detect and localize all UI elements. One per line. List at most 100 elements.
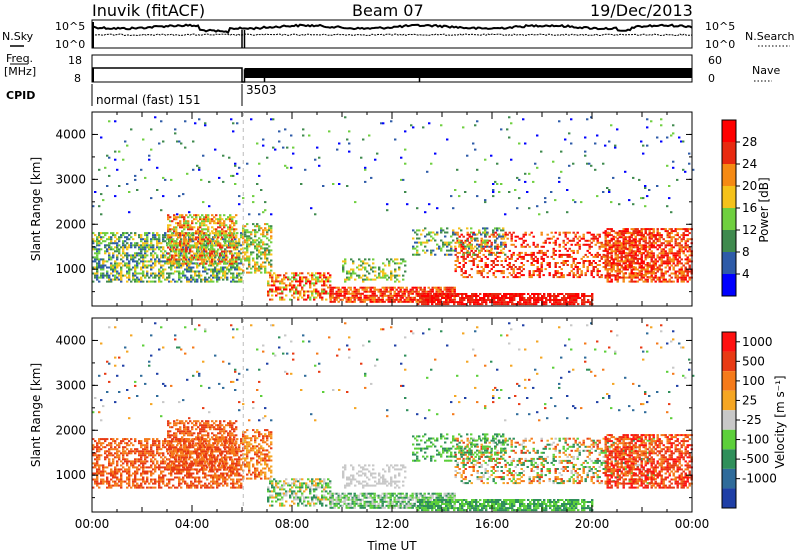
power-cell [185, 242, 188, 245]
power-cell [116, 250, 119, 253]
power-cell [168, 272, 171, 275]
power-cell [656, 278, 659, 281]
power-cell [422, 249, 425, 252]
power-cell [590, 274, 593, 277]
power-cell [193, 256, 196, 259]
power-cell [644, 230, 647, 233]
power-cell [362, 262, 365, 265]
power-cell [358, 274, 361, 277]
power-cell [486, 231, 489, 234]
power-cell [106, 260, 109, 263]
power-cell [618, 250, 621, 253]
power-cell [612, 260, 615, 263]
power-cell [175, 230, 178, 233]
power-cell [467, 295, 470, 297]
power-cell [447, 301, 450, 304]
power-cell [410, 124, 413, 127]
power-cell [457, 301, 460, 304]
power-cell [630, 274, 633, 277]
power-cell [189, 214, 192, 217]
power-cell [164, 240, 167, 243]
power-cell [592, 260, 595, 262]
power-cell [242, 227, 245, 230]
power-cell [186, 172, 189, 175]
power-cell [221, 252, 224, 255]
power-cell [684, 228, 687, 231]
power-cell [229, 234, 232, 237]
power-cell [506, 264, 509, 266]
power-cell [227, 240, 230, 243]
power-cell [258, 174, 261, 177]
power-cell [536, 245, 539, 248]
power-cell [173, 254, 176, 257]
power-cell [173, 256, 176, 259]
power-cell [469, 295, 472, 297]
power-cell [563, 301, 566, 304]
power-cell [189, 226, 192, 229]
power-cell [654, 276, 657, 279]
power-cell [554, 264, 557, 266]
power-cell [558, 245, 561, 248]
power-cell [146, 280, 149, 283]
power-cell [140, 268, 143, 271]
power-cell [172, 272, 175, 275]
power-cell [461, 299, 464, 301]
power-cell [199, 254, 202, 257]
power-cell [262, 251, 265, 254]
power-cell [221, 222, 224, 225]
power-cell [100, 258, 103, 261]
power-cell [421, 297, 424, 299]
power-cell [596, 272, 599, 275]
power-cell [381, 294, 384, 297]
power-cell [608, 189, 611, 191]
nsky-panel: N.Sky 10^5 10^0 10^5 10^0 N.Search [2, 19, 795, 51]
power-cell [572, 251, 575, 254]
power-cell [664, 260, 667, 263]
power-cell [177, 232, 180, 235]
power-cell [648, 241, 651, 244]
power-cell [102, 236, 105, 239]
power-cell [435, 286, 438, 289]
power-cell [146, 270, 149, 273]
power-cell [233, 224, 236, 227]
power-cell [405, 298, 408, 301]
power-cell [684, 230, 687, 233]
power-cell [564, 243, 567, 246]
power-cell [233, 256, 236, 259]
power-cell [610, 270, 613, 273]
power-cell [512, 243, 515, 246]
power-cell [686, 246, 689, 249]
power-cell [389, 300, 392, 303]
power-cell [566, 253, 569, 256]
power-cell [250, 241, 253, 244]
power-cell [686, 274, 689, 277]
power-cell [303, 292, 306, 295]
power-cell [644, 274, 647, 277]
power-cell [466, 249, 469, 252]
power-cell [216, 278, 219, 281]
power-cell [545, 299, 548, 301]
power-cell [622, 266, 625, 269]
power-cell [112, 232, 115, 235]
power-cell [688, 264, 691, 267]
power-cell [162, 268, 165, 271]
power-cell [470, 245, 473, 248]
power-cell [634, 241, 637, 244]
power-cell [173, 242, 176, 245]
power-cell [215, 232, 218, 235]
power-cell [499, 303, 502, 306]
power-cell [513, 297, 516, 299]
power-cell [484, 243, 487, 246]
power-cell [537, 301, 540, 304]
power-cell [539, 293, 542, 295]
power-cell [522, 268, 525, 271]
power-cell [206, 260, 209, 263]
power-cell [248, 213, 251, 216]
power-cell [171, 244, 174, 247]
power-cell [686, 230, 689, 233]
power-cell [102, 266, 105, 269]
power-cell [658, 238, 661, 241]
power-cell [624, 228, 627, 231]
power-cell [686, 262, 689, 265]
power-cell [242, 269, 245, 272]
